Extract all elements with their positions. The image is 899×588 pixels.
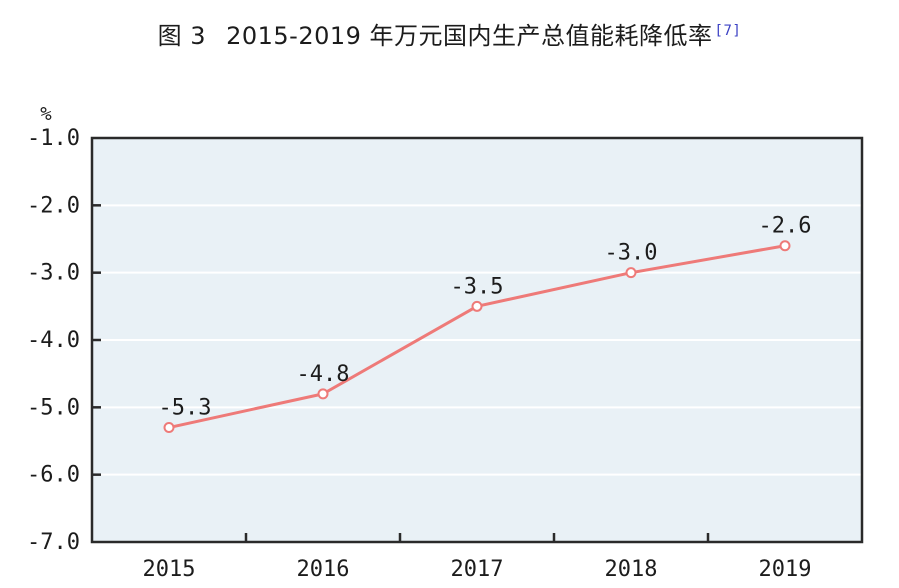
x-tick-label: 2018 (605, 557, 658, 582)
data-point-label: -2.6 (759, 214, 812, 239)
y-tick-label: -6.0 (27, 463, 80, 488)
data-point-marker (779, 240, 791, 252)
data-point-label: -3.0 (605, 241, 658, 266)
figure-title-text: 2015-2019 年万元国内生产总值能耗降低率 (226, 22, 713, 50)
data-point-label: -3.5 (451, 274, 504, 299)
y-tick-label: -1.0 (27, 126, 80, 151)
x-tick-label: 2016 (297, 557, 350, 582)
y-tick-label: -7.0 (27, 530, 80, 555)
y-tick-label: -5.0 (27, 395, 80, 420)
figure-title: 图 3 2015-2019 年万元国内生产总值能耗降低率 [7] (0, 16, 899, 51)
data-point-marker (471, 300, 483, 312)
data-point-marker (163, 422, 175, 434)
data-point-label: -5.3 (159, 396, 212, 421)
x-tick-label: 2015 (143, 557, 196, 582)
footnote-ref[interactable]: [7] (714, 23, 742, 39)
x-tick-label: 2017 (451, 557, 504, 582)
y-tick-label: -3.0 (27, 261, 80, 286)
y-tick-label: -4.0 (27, 328, 80, 353)
y-axis-unit-label: % (40, 103, 52, 125)
figure-number-label: 图 3 (157, 22, 207, 50)
data-point-label: -4.8 (297, 362, 350, 387)
data-point-marker (625, 267, 637, 279)
data-point-marker (317, 388, 329, 400)
y-tick-label: -2.0 (27, 193, 80, 218)
x-tick-label: 2019 (759, 557, 812, 582)
